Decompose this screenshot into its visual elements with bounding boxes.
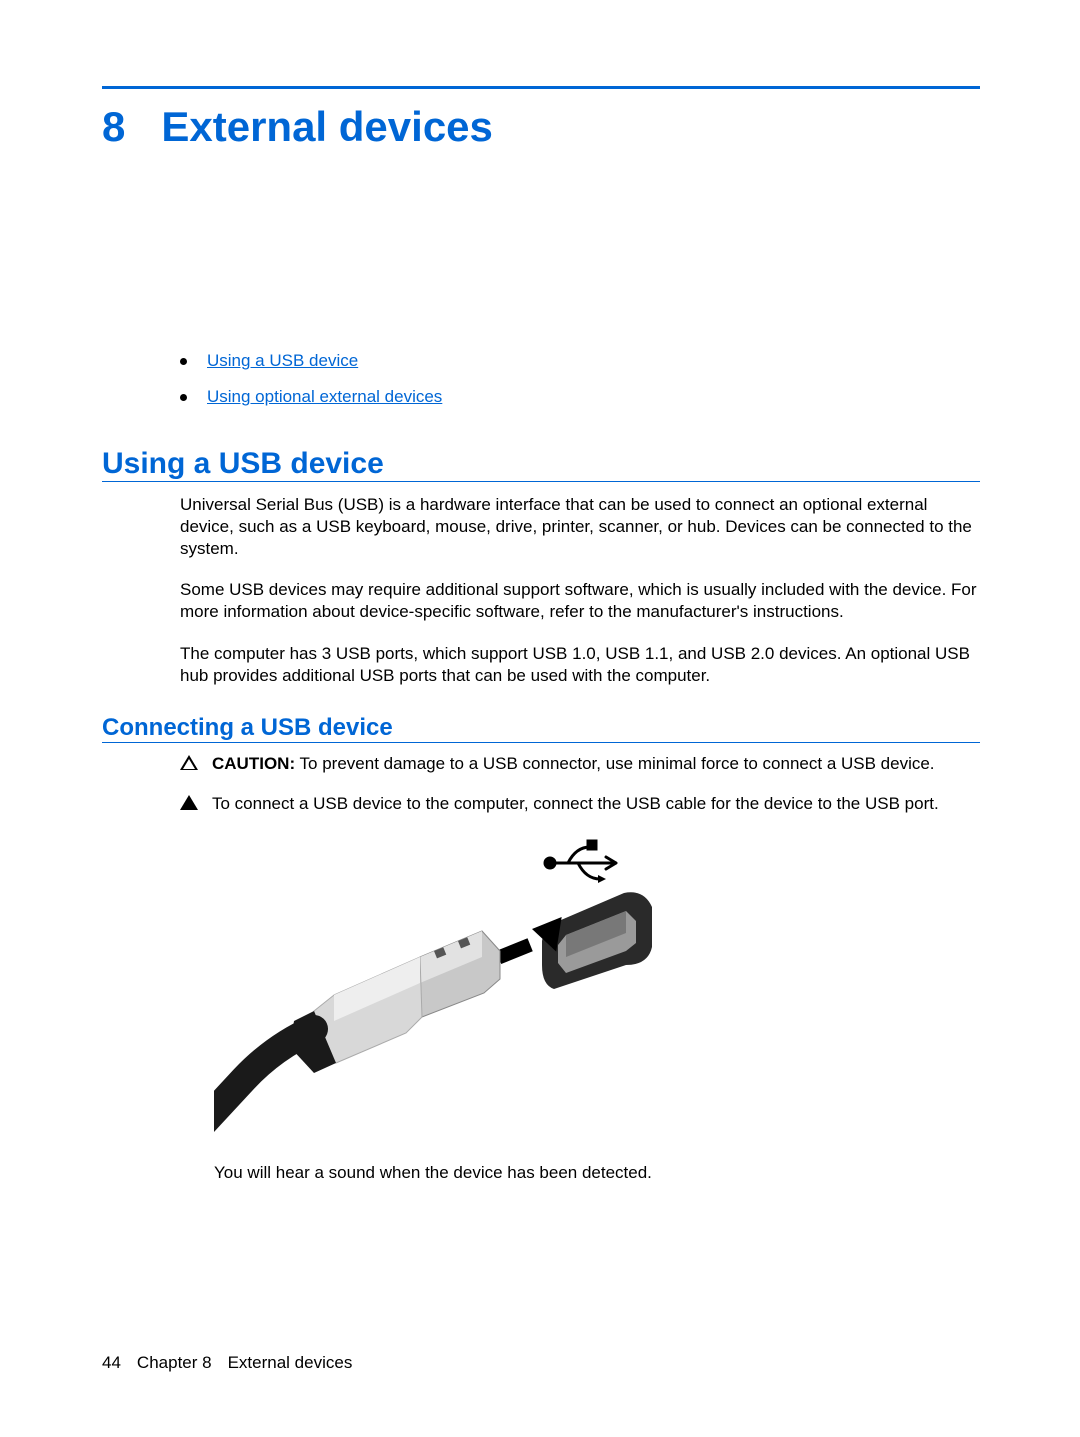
bullet-icon [180, 394, 187, 401]
caution-text-wrap: CAUTION: To prevent damage to a USB conn… [212, 753, 935, 775]
section-heading-wrap: Using a USB device [102, 447, 980, 482]
footer-chapter-label: Chapter 8 [137, 1353, 212, 1373]
footer-chapter-name: External devices [228, 1353, 353, 1373]
caution-label: CAUTION: [212, 754, 295, 773]
toc-link-external[interactable]: Using optional external devices [207, 387, 442, 407]
toc-link-usb[interactable]: Using a USB device [207, 351, 358, 371]
body-paragraph: Universal Serial Bus (USB) is a hardware… [180, 494, 980, 559]
caution-callout: CAUTION: To prevent damage to a USB conn… [180, 753, 980, 775]
chapter-number: 8 [102, 103, 125, 151]
step-icon [180, 795, 198, 810]
toc-item: Using optional external devices [180, 387, 980, 407]
chapter-title: External devices [161, 103, 493, 151]
usb-illustration [214, 833, 980, 1138]
table-of-contents: Using a USB device Using optional extern… [180, 351, 980, 407]
caution-icon [180, 755, 198, 770]
page-number: 44 [102, 1353, 121, 1373]
top-rule [102, 86, 980, 89]
usb-diagram-svg [214, 833, 694, 1133]
body-paragraph: The computer has 3 USB ports, which supp… [180, 643, 980, 687]
step-text: To connect a USB device to the computer,… [212, 793, 939, 815]
step-callout: To connect a USB device to the computer,… [180, 793, 980, 815]
section-heading-usb: Using a USB device [102, 447, 980, 482]
body-paragraph: Some USB devices may require additional … [180, 579, 980, 623]
after-illustration-text: You will hear a sound when the device ha… [214, 1162, 980, 1184]
page-footer: 44 Chapter 8 External devices [102, 1353, 352, 1373]
bullet-icon [180, 358, 187, 365]
caution-text: To prevent damage to a USB connector, us… [300, 754, 935, 773]
toc-item: Using a USB device [180, 351, 980, 371]
chapter-header: 8 External devices [102, 103, 980, 151]
subsection-heading-connecting: Connecting a USB device [102, 714, 980, 743]
